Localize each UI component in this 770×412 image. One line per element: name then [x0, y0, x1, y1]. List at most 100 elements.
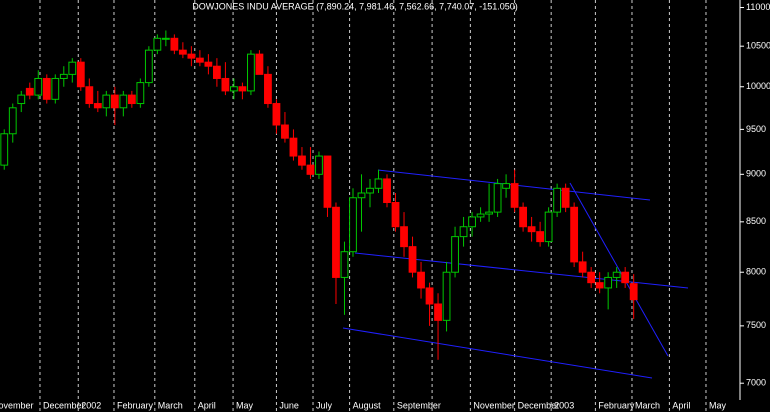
candle-body — [366, 187, 374, 194]
y-tick-label: 7000 — [746, 378, 766, 388]
candle-body — [8, 107, 17, 135]
candle-body — [417, 271, 425, 289]
x-tick-label: December — [43, 400, 85, 410]
candle-body — [178, 49, 187, 55]
candle-body — [93, 103, 102, 109]
x-tick-label: March — [635, 400, 660, 410]
candle-body — [17, 94, 26, 105]
candle-body — [468, 216, 476, 228]
candle-body — [400, 226, 408, 248]
candle-body — [136, 82, 145, 105]
x-tick-label: February — [598, 400, 635, 410]
candle-body — [570, 206, 579, 263]
x-tick-label: August — [353, 400, 382, 410]
x-tick-label: March — [158, 400, 183, 410]
candle-body — [434, 303, 442, 321]
candle-body — [476, 213, 485, 218]
candle-body — [595, 282, 604, 289]
candle-body — [561, 187, 570, 208]
candle-body — [544, 211, 553, 243]
candle-body — [604, 276, 613, 289]
x-tick-label: July — [316, 400, 333, 410]
candle-body — [306, 164, 315, 175]
candle-body — [357, 192, 366, 199]
candle-body — [153, 37, 162, 51]
y-tick-label: 10500 — [746, 41, 770, 51]
candle-body — [230, 86, 238, 92]
candle-body — [459, 226, 468, 238]
candle-body — [127, 94, 136, 105]
candle-body — [442, 271, 451, 321]
candle-body — [578, 261, 587, 273]
candle-body — [408, 246, 417, 273]
x-tick-label: April — [198, 400, 216, 410]
candle-body — [247, 53, 255, 92]
candle-body — [272, 103, 281, 126]
candle-body — [391, 201, 400, 228]
x-tick-label: 2003 — [554, 400, 574, 410]
candle-body — [281, 124, 289, 139]
candle-body — [451, 236, 459, 273]
candle-body — [144, 49, 153, 84]
x-tick-label: 2002 — [81, 400, 101, 410]
x-tick-label: May — [709, 400, 727, 410]
candle-body — [68, 61, 77, 75]
candle-body — [42, 77, 51, 100]
candle-body — [204, 61, 213, 67]
y-tick-label: 11000 — [746, 2, 770, 12]
candle-body — [110, 94, 119, 109]
candle-body — [587, 271, 596, 284]
candle-body — [212, 65, 221, 79]
candle-body — [349, 197, 357, 253]
trend-line — [342, 327, 653, 379]
candle-body — [161, 37, 170, 40]
y-tick-label: 7500 — [746, 320, 766, 330]
candle-body — [85, 86, 94, 105]
candle-body — [621, 271, 630, 284]
x-tick-label: September — [397, 400, 441, 410]
candle-body — [510, 183, 519, 208]
candle-body — [315, 155, 323, 175]
candle-body — [298, 155, 306, 166]
candle-body — [527, 226, 536, 233]
candle-body — [629, 283, 638, 301]
candle-body — [502, 183, 510, 189]
candle-body — [76, 61, 85, 88]
y-tick-label: 10000 — [746, 81, 770, 91]
candle-body — [255, 53, 264, 75]
candle-body — [485, 211, 493, 215]
candle-body — [195, 57, 204, 63]
candle-body — [332, 206, 340, 278]
candle-body — [34, 77, 43, 96]
candle-body — [340, 251, 349, 278]
candle-body — [264, 73, 272, 105]
y-tick-label: 8000 — [746, 267, 766, 277]
candle-body — [323, 155, 332, 208]
candle-body — [612, 271, 621, 278]
y-tick-label: 9000 — [746, 169, 766, 179]
candle-body — [221, 77, 230, 92]
x-tick-label: February — [117, 400, 154, 410]
y-tick-label: 9500 — [746, 124, 766, 134]
x-tick-label: April — [672, 400, 690, 410]
x-tick-label: June — [279, 400, 299, 410]
candle-body — [493, 183, 502, 213]
chart-title: DOWJONES INDU AVERAGE (7,890.24, 7,981.4… — [192, 1, 518, 11]
candle-body — [119, 94, 128, 109]
candle-body — [425, 287, 434, 305]
candle-body — [553, 187, 562, 213]
candle-body — [289, 137, 298, 157]
candle-body — [374, 178, 383, 189]
x-tick-label: November — [0, 400, 33, 410]
candle-body — [536, 231, 545, 243]
candle-body — [25, 87, 34, 96]
x-tick-label: November — [473, 400, 515, 410]
candle-body — [383, 178, 391, 203]
x-tick-label: December — [518, 400, 560, 410]
candle-body — [51, 77, 60, 100]
candle-body — [187, 53, 196, 59]
x-tick-label: May — [236, 400, 254, 410]
